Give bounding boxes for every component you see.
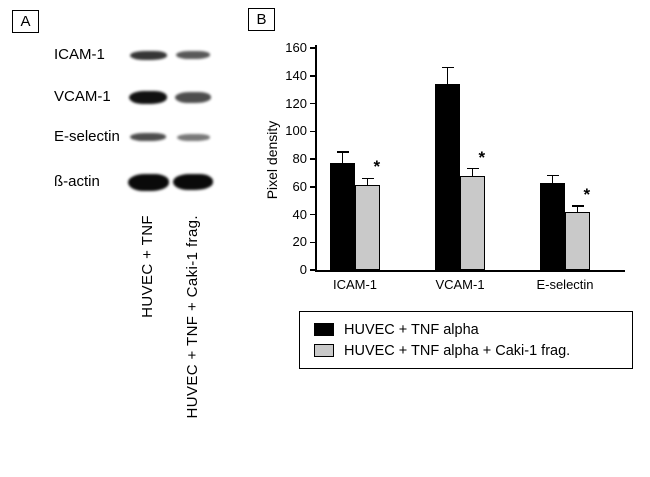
bar-ICAM-1-series-0 [330, 163, 355, 270]
legend-label: HUVEC + TNF alpha + Caki-1 frag. [344, 342, 571, 359]
x-category-label: ICAM-1 [332, 277, 378, 292]
error-bar-line [576, 206, 579, 212]
blot-band [173, 174, 213, 190]
y-tick-label: 140 [285, 67, 307, 83]
blot-band [130, 133, 166, 141]
error-bar-cap [361, 177, 374, 180]
x-axis [315, 270, 625, 272]
y-tick-label: 0 [299, 262, 307, 277]
y-tick-label: 40 [292, 206, 307, 222]
significance-marker: * [373, 157, 381, 177]
error-bar-line [551, 175, 554, 183]
protein-label-E-selectin: E-selectin [54, 128, 120, 145]
error-bar-cap [546, 174, 559, 177]
error-bar-cap [466, 167, 479, 170]
legend-item-1: HUVEC + TNF alpha + Caki-1 frag. [314, 343, 618, 359]
blot-band [176, 133, 210, 141]
panel-a-label: A [12, 10, 39, 33]
blot-band [127, 173, 169, 191]
y-tick [310, 75, 315, 77]
bar-ICAM-1-series-1 [355, 185, 380, 270]
y-tick [310, 47, 315, 49]
error-bar-cap [571, 205, 584, 207]
blot-band [129, 50, 167, 60]
error-bar-cap [441, 66, 454, 69]
legend-label: HUVEC + TNF alpha [344, 321, 479, 338]
blot-band [175, 91, 211, 103]
y-tick-label: 160 [285, 40, 307, 55]
blot-band [176, 51, 210, 59]
chart-legend: HUVEC + TNF alpha HUVEC + TNF alpha + Cak… [299, 311, 633, 369]
protein-label-VCAM-1: VCAM-1 [54, 88, 111, 105]
significance-marker: * [583, 185, 591, 205]
error-bar-line [341, 152, 344, 164]
panel-b-label: B [248, 8, 275, 31]
error-bar-cap [336, 151, 349, 153]
y-axis-title: Pixel density [264, 120, 280, 200]
error-bar-line [446, 67, 449, 85]
significance-marker: * [478, 147, 486, 167]
x-category-label: E-selectin [536, 277, 594, 292]
y-tick-label: 120 [285, 95, 307, 111]
protein-label-ß-actin: ß-actin [54, 173, 100, 190]
y-tick [310, 130, 315, 132]
y-tick-label: 60 [292, 178, 307, 194]
legend-swatch [314, 323, 334, 336]
error-bar-line [366, 178, 369, 186]
y-tick-label: 100 [285, 123, 307, 139]
bar-VCAM-1-series-0 [435, 84, 460, 270]
y-tick [310, 102, 315, 105]
bar-E-selectin-series-0 [540, 182, 565, 270]
legend-item-0: HUVEC + TNF alpha [314, 322, 618, 338]
legend-swatch [314, 344, 334, 357]
protein-label-ICAM-1: ICAM-1 [54, 46, 105, 63]
bar-E-selectin-series-1 [565, 211, 590, 270]
bar-VCAM-1-series-1 [460, 175, 485, 270]
error-bar-line [471, 168, 474, 176]
y-tick-label: 80 [292, 151, 307, 166]
y-tick [310, 213, 315, 216]
y-tick [310, 158, 315, 160]
blot-band [129, 90, 167, 104]
y-axis [315, 45, 317, 272]
y-tick-label: 20 [292, 234, 307, 250]
y-tick [310, 241, 315, 243]
y-tick [310, 186, 315, 188]
x-category-label: VCAM-1 [435, 277, 485, 292]
y-tick [310, 269, 315, 271]
